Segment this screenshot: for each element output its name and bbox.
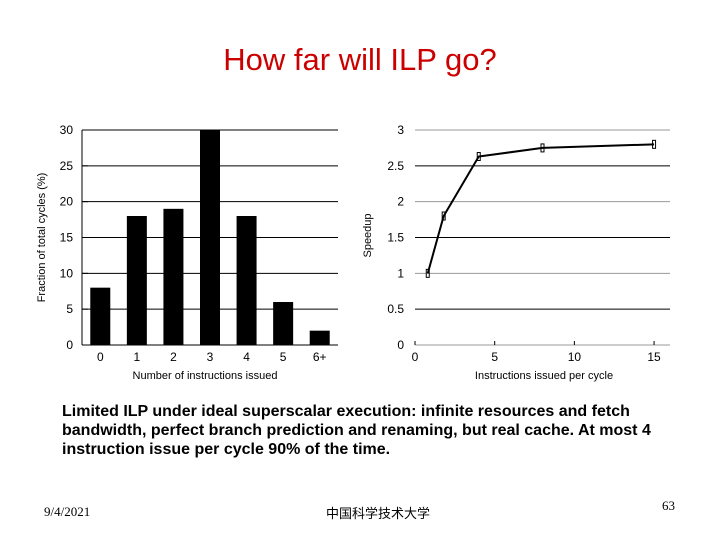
speedup-line — [426, 143, 655, 274]
y-axis-label: Fraction of total cycles (%) — [36, 173, 48, 303]
bar — [309, 330, 330, 345]
x-tick-label: 15 — [647, 350, 661, 364]
bar — [163, 208, 184, 345]
y-tick-label: 20 — [60, 195, 74, 209]
y-tick-label: 2 — [397, 195, 404, 209]
y-tick-label: 0 — [66, 338, 73, 352]
bar — [236, 216, 257, 345]
slide-title: How far will ILP go? — [223, 42, 497, 77]
x-tick-label: 2 — [170, 350, 177, 364]
bar — [273, 302, 294, 345]
y-tick-label: 1.5 — [387, 231, 404, 245]
x-tick-label: 6+ — [313, 350, 327, 364]
x-tick-label: 4 — [243, 350, 250, 364]
x-tick-label: 5 — [280, 350, 287, 364]
bar-chart: 0 5 10 15 20 25 30 0 1 2 3 4 5 6+ Number of instructio… — [36, 123, 338, 382]
data-point — [425, 268, 430, 278]
x-tick-label: 0 — [97, 350, 104, 364]
y-tick-label: 30 — [60, 123, 74, 137]
line-chart: 0 0.5 1 1.5 2 2.5 3 0 5 10 15 Instructions issued p… — [362, 123, 670, 382]
footer-institution: 中国科学技术大学 — [325, 507, 430, 522]
data-point — [652, 139, 657, 149]
x-tick-label: 0 — [412, 350, 419, 364]
bar — [126, 216, 147, 345]
page-number: 63 — [662, 498, 675, 513]
data-point — [441, 211, 446, 221]
x-tick-label: 3 — [207, 350, 214, 364]
y-tick-label: 0.5 — [387, 302, 404, 316]
data-point — [540, 143, 545, 153]
y-axis-label: Speedup — [362, 213, 374, 257]
x-tick-label: 1 — [134, 350, 141, 364]
y-tick-label: 3 — [397, 123, 404, 137]
x-axis-label: Number of instructions issued — [133, 370, 278, 382]
data-point — [476, 152, 481, 162]
bar — [200, 130, 220, 345]
x-tick-label: 10 — [568, 350, 582, 364]
slide-caption: Limited ILP under ideal superscalar exec… — [62, 403, 651, 458]
x-axis-label: Instructions issued per cycle — [475, 370, 613, 382]
x-tick-label: 5 — [491, 350, 498, 364]
y-tick-label: 15 — [60, 231, 74, 245]
y-tick-label: 2.5 — [387, 159, 404, 173]
y-tick-label: 0 — [397, 338, 404, 352]
y-tick-label: 25 — [60, 159, 74, 173]
y-tick-label: 5 — [66, 302, 73, 316]
y-tick-label: 1 — [397, 266, 404, 280]
bar — [90, 287, 111, 345]
footer-date: 9/4/2021 — [44, 504, 91, 519]
y-tick-label: 10 — [60, 266, 74, 280]
